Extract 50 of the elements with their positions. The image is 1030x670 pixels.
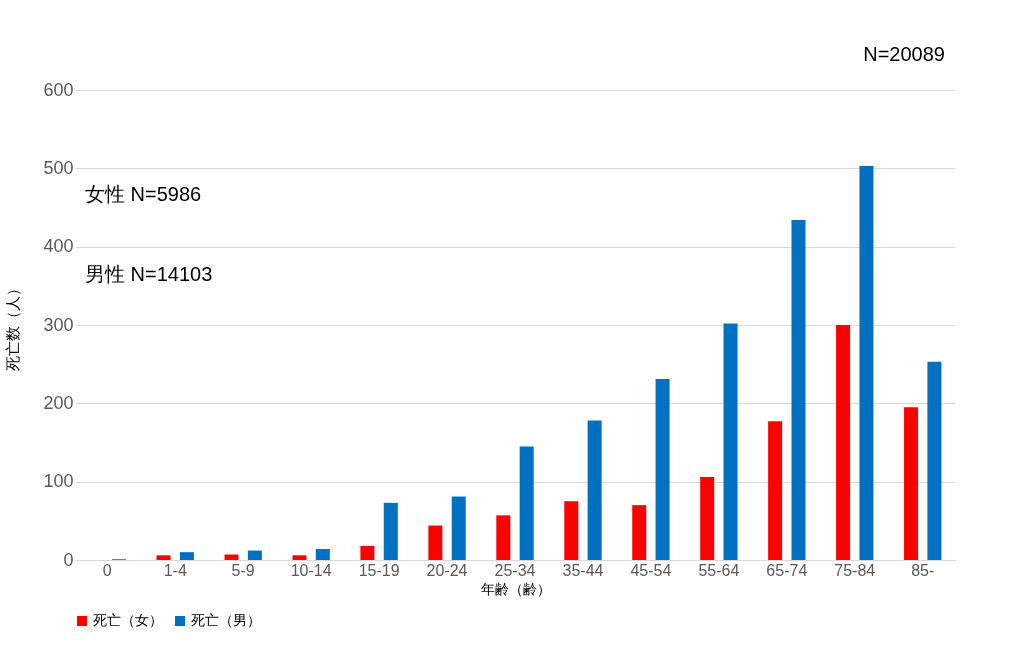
bar (836, 325, 851, 560)
text: N=20089 (863, 43, 945, 65)
legend-label: 死亡（女） (93, 612, 163, 628)
x-tick-label: 65-74 (766, 561, 808, 579)
bar (292, 555, 307, 560)
annotation: 男性 N=14103 (85, 263, 213, 285)
bar (904, 407, 919, 560)
bar (247, 550, 262, 560)
bar (383, 502, 398, 560)
x-tick-label: 20-24 (426, 561, 468, 579)
x-tick-label: 15-19 (358, 561, 400, 579)
y-tick-label: 600 (43, 79, 74, 100)
bar (927, 361, 942, 560)
bar (791, 220, 806, 560)
bar (360, 545, 375, 560)
bar (451, 496, 466, 560)
y-tick-label: 300 (43, 314, 74, 335)
x-tick-label: 85- (911, 561, 935, 579)
x-tick-label: 5-9 (231, 561, 255, 579)
x-axis-title: 年齢（齢） (480, 580, 551, 597)
y-tick-label: 100 (43, 471, 74, 492)
annotation: 女性 N=5986 (85, 183, 202, 205)
y-tick-label: 500 (43, 157, 74, 178)
bar (564, 501, 579, 560)
bar (768, 421, 783, 560)
bar (723, 323, 738, 560)
y-tick-label: 200 (43, 392, 74, 413)
x-tick-label: 45-54 (630, 561, 672, 579)
bar (496, 515, 511, 560)
bar (655, 379, 670, 560)
x-tick-label: 10-14 (290, 561, 332, 579)
bar (519, 446, 534, 560)
bar (428, 525, 443, 560)
bar (224, 554, 239, 560)
bar (315, 549, 330, 560)
bar (700, 476, 715, 560)
y-tick-label: 400 (43, 236, 74, 257)
x-tick-label: 1-4 (163, 561, 187, 579)
x-tick-label: 35-44 (562, 561, 604, 579)
y-axis-title: 死亡数（人） (4, 280, 22, 371)
bar (156, 555, 171, 560)
x-tick-label: 0 (102, 561, 112, 579)
bar (587, 420, 602, 560)
bar (179, 552, 194, 560)
bar (632, 505, 647, 560)
x-tick-label: 25-34 (494, 561, 536, 579)
x-tick-label: 75-84 (834, 561, 876, 579)
bar (859, 165, 874, 560)
legend-label: 死亡（男） (191, 612, 261, 628)
x-tick-label: 55-64 (698, 561, 740, 579)
